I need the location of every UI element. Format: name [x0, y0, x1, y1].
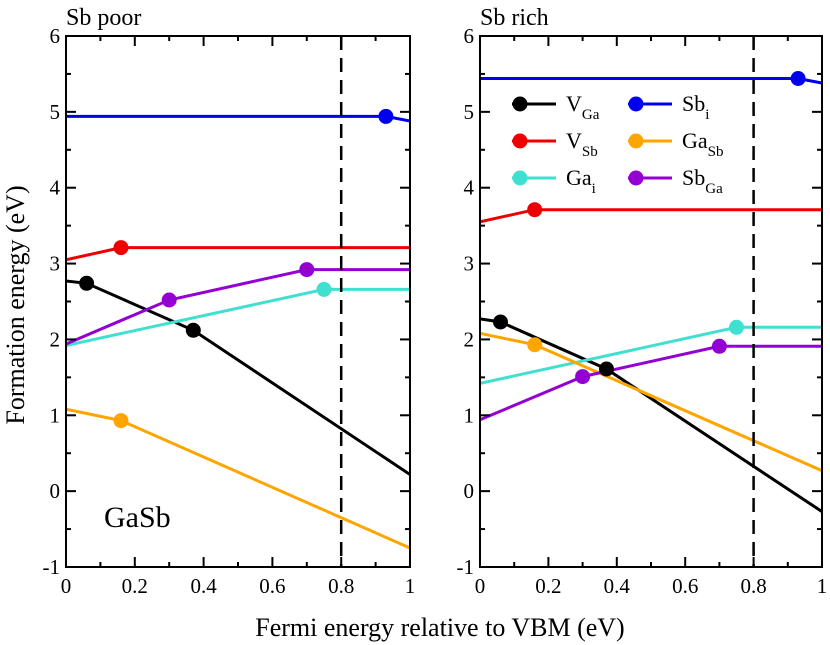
series-line-sb-ga [66, 268, 410, 346]
x-tick-label: 0.4 [190, 574, 217, 598]
marker-v-ga-0 [79, 275, 95, 291]
y-tick-label: 6 [50, 24, 61, 48]
legend-ga-i-label: Gai [566, 165, 596, 197]
marker-sb-ga-1 [299, 262, 315, 278]
x-tick-label: 0 [475, 574, 486, 598]
y-tick-label: 2 [464, 327, 475, 351]
y-tick-label: 1 [464, 403, 475, 427]
y-tick-label: 0 [50, 479, 61, 503]
y-tick-label: 0 [464, 479, 475, 503]
y-axis-label: Formation energy (eV) [1, 185, 30, 424]
y-tick-label: -1 [43, 555, 61, 579]
legend-sb-i-label: Sbi [682, 91, 709, 123]
y-tick-label: 5 [464, 100, 475, 124]
series-line-v-ga [480, 317, 822, 513]
panel-left-annotation: GaSb [104, 501, 171, 534]
x-tick-label: 0.8 [740, 574, 766, 598]
x-tick-label: 1 [405, 574, 416, 598]
marker-sb-ga-0 [161, 292, 177, 308]
legend-v-ga-marker [512, 96, 528, 112]
legend-sb-i-marker [628, 96, 644, 112]
marker-ga-i-0 [316, 281, 332, 297]
legend-ga-sb-label: GaSb [682, 128, 724, 160]
legend-v-ga-label: VGa [566, 91, 600, 123]
x-tick-label: 1 [817, 574, 828, 598]
y-tick-label: 1 [50, 403, 61, 427]
x-axis-label: Fermi energy relative to VBM (eV) [255, 613, 624, 642]
series-line-sb-i [66, 114, 410, 123]
series-line-v-ga [66, 279, 410, 476]
panel-left-title: Sb poor [66, 5, 141, 31]
panel-right-title: Sb rich [480, 5, 549, 31]
series-line-sb-ga [480, 344, 822, 422]
legend-sb-ga-marker [628, 170, 644, 186]
legend-ga-i-marker [512, 170, 528, 186]
series-line-ga-sb [480, 331, 822, 473]
legend-sb-ga-label: SbGa [682, 165, 723, 197]
legend: VGa VSb Gai Sbi GaSb SbGa [512, 91, 724, 197]
marker-sb-i-0 [790, 71, 806, 86]
marker-sb-ga-1 [711, 338, 727, 354]
y-tick-label: 4 [464, 176, 475, 200]
marker-sb-ga-0 [575, 369, 591, 385]
marker-ga-i-0 [729, 319, 744, 335]
marker-v-sb-0 [113, 240, 129, 256]
x-tick-label: 0.8 [328, 574, 354, 598]
x-tick-label: 0.2 [122, 574, 148, 598]
marker-v-sb-0 [527, 202, 543, 218]
y-tick-label: 2 [50, 327, 61, 351]
legend-ga-sb-marker [628, 133, 644, 149]
x-tick-label: 0.6 [259, 574, 285, 598]
marker-ga-sb-0 [113, 413, 129, 429]
legend-v-sb-marker [512, 133, 528, 149]
y-tick-label: 4 [50, 176, 61, 200]
y-tick-label: -1 [457, 555, 475, 579]
series-line-sb-i [480, 77, 822, 85]
y-tick-label: 3 [50, 252, 61, 276]
marker-v-ga-1 [185, 322, 201, 338]
x-tick-label: 0.4 [604, 574, 631, 598]
marker-v-ga-0 [493, 314, 508, 330]
y-tick-label: 6 [464, 24, 475, 48]
marker-sb-i-0 [378, 108, 394, 124]
marker-ga-sb-0 [527, 337, 543, 353]
plot-frame [479, 35, 823, 568]
y-tick-label: 5 [50, 100, 61, 124]
x-tick-label: 0.2 [535, 574, 561, 598]
marker-v-ga-1 [599, 361, 614, 377]
x-tick-label: 0 [61, 574, 72, 598]
legend-v-sb-label: VSb [566, 128, 598, 160]
y-tick-label: 3 [464, 252, 475, 276]
x-tick-label: 0.6 [672, 574, 698, 598]
